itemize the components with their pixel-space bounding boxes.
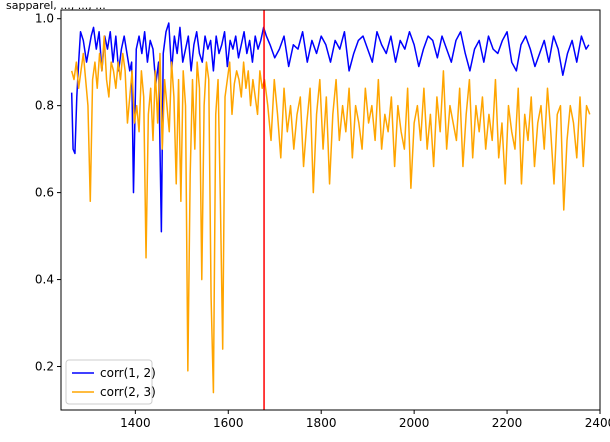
y-tick-label: 1.0 bbox=[35, 12, 54, 26]
legend-label-2: corr(2, 3) bbox=[100, 385, 156, 399]
x-tick-label: 1400 bbox=[120, 416, 151, 430]
series-line-1 bbox=[70, 22, 590, 233]
legend: corr(1, 2) corr(2, 3) bbox=[65, 359, 156, 405]
y-tick-label: 0.6 bbox=[35, 186, 54, 200]
legend-label-1: corr(1, 2) bbox=[100, 366, 156, 380]
x-tick-label: 2000 bbox=[399, 416, 430, 430]
legend-box bbox=[65, 359, 153, 405]
plot-area bbox=[70, 10, 591, 410]
x-tick-label: 1800 bbox=[306, 416, 337, 430]
y-tick-label: 0.4 bbox=[35, 273, 54, 287]
x-tick-label: 1600 bbox=[213, 416, 244, 430]
top-caption-text: sapparel, ..., ..., ... bbox=[6, 0, 106, 12]
y-tick-label: 0.8 bbox=[35, 99, 54, 113]
y-tick-label: 0.2 bbox=[35, 360, 54, 374]
axes-frame bbox=[60, 9, 601, 411]
x-tick-label: 2200 bbox=[492, 416, 523, 430]
series-line-2 bbox=[70, 35, 591, 394]
